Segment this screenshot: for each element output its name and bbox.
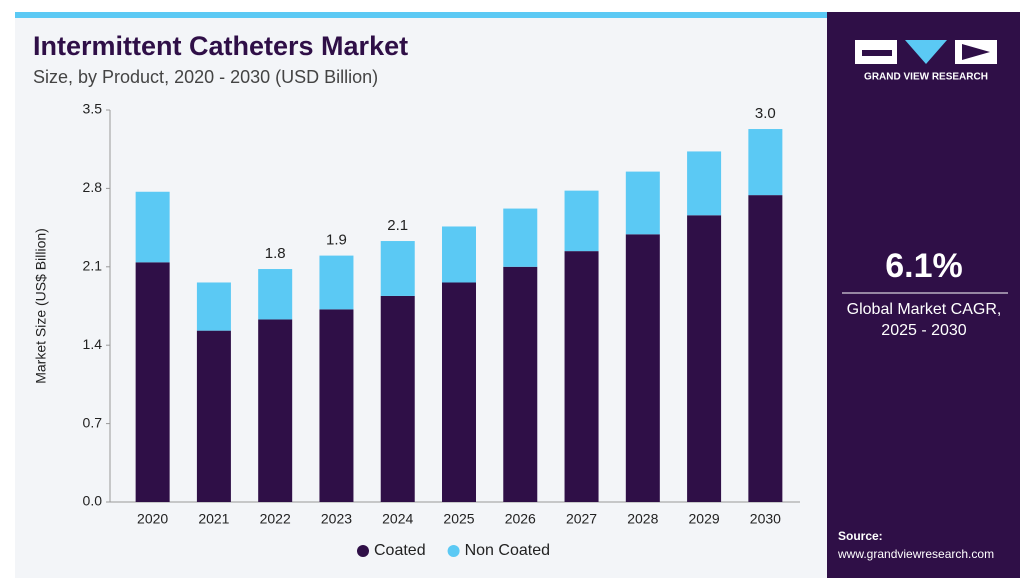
x-tick-label: 2021 [198,511,229,527]
bar-segment [625,234,660,502]
annotation: 2.1 [387,217,408,234]
x-tick-label: 2030 [750,511,781,527]
y-tick-label: 2.1 [83,258,103,274]
bar-segment [380,241,415,296]
legend-label: Coated [374,542,426,559]
bar-segment [135,191,170,263]
x-tick-label: 2024 [382,511,413,527]
x-tick-label: 2028 [627,511,658,527]
bar-segment [258,269,293,320]
bar-segment [442,226,476,283]
chart-title: Intermittent Catheters Market [33,31,408,61]
x-tick-label: 2025 [443,511,474,527]
bar-segment [503,208,538,267]
y-tick-label: 2.8 [83,179,103,195]
x-tick-label: 2029 [689,511,720,527]
source-label: Source: [838,529,883,543]
x-tick-label: 2022 [260,511,291,527]
bar-segment [196,282,231,331]
bar-segment [503,266,538,502]
bar-segment [564,251,599,502]
source-url: www.grandviewresearch.com [837,547,994,561]
annotation: 1.9 [326,232,347,249]
bar-segment [196,330,231,502]
y-tick-label: 1.4 [83,336,103,352]
bar-segment [442,282,476,502]
x-tick-label: 2020 [137,511,168,527]
bar-segment [319,255,354,310]
bar-segment [687,215,722,502]
legend-label: Non Coated [465,542,550,559]
bar-segment [319,309,354,502]
y-tick-label: 0.0 [83,493,103,509]
brand: GRAND VIEW RESEARCH [864,72,988,83]
bar-segment [564,190,599,252]
bar-segment [748,129,783,196]
bar-segment [380,295,415,502]
x-tick-label: 2023 [321,511,352,527]
y-axis-label: Market Size (US$ Billion) [33,228,49,384]
logo-mark [862,50,892,56]
y-tick-label: 3.5 [83,101,103,117]
legend-swatch [447,545,460,557]
bar-segment [748,195,783,502]
cagr-value: 6.1% [885,247,963,285]
bar-segment [258,319,293,502]
legend-swatch [357,545,369,557]
x-tick-label: 2026 [505,511,536,527]
bar-segment [687,151,722,216]
cagr-caption: Global Market CAGR, [847,301,1002,318]
cagr-caption: 2025 - 2030 [881,322,967,339]
bar-segment [135,262,170,502]
bar-segment [625,171,660,235]
logo [855,40,997,64]
x-tick-label: 2027 [566,511,597,527]
logo-mark [962,44,990,60]
top-strip [15,12,827,18]
annotation: 1.8 [265,245,286,262]
y-tick-label: 0.7 [83,414,103,430]
annotation: 3.0 [755,105,776,122]
chart-subtitle: Size, by Product, 2020 - 2030 (USD Billi… [33,67,378,87]
logo-mark [905,40,947,64]
side-panel [827,12,1020,578]
